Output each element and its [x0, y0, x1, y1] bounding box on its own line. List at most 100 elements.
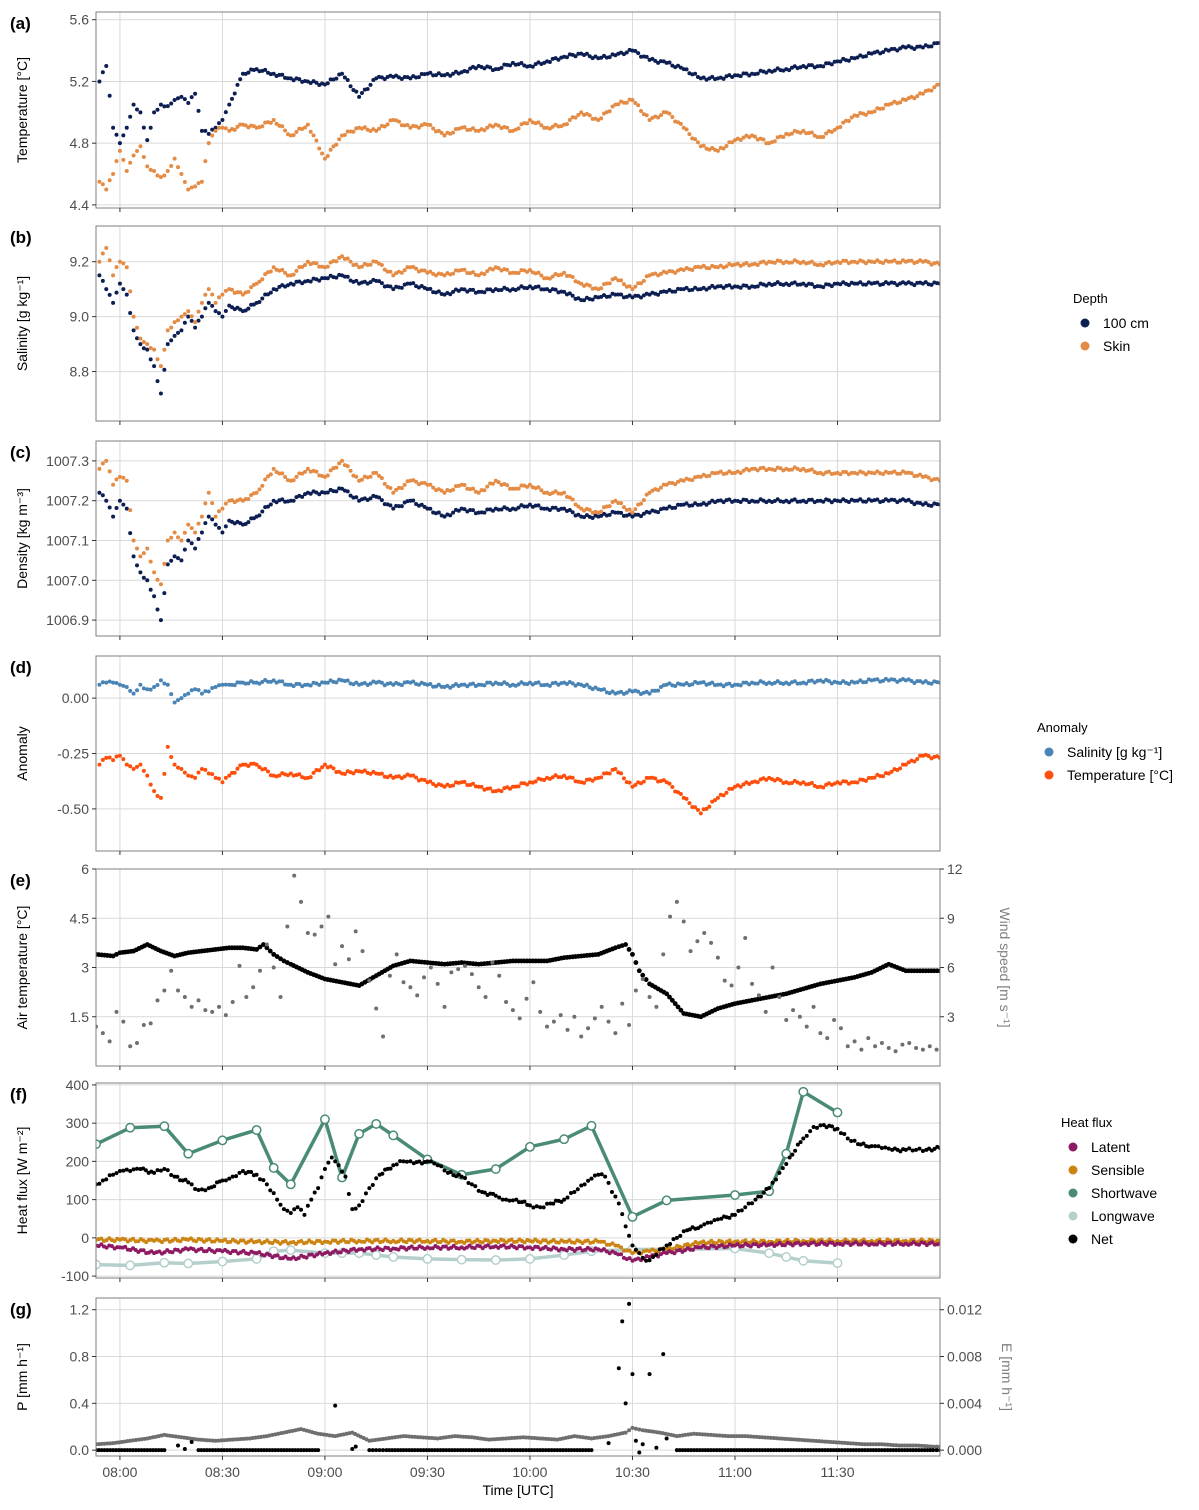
data-point [436, 71, 441, 76]
y-tick-label: 3 [81, 960, 89, 976]
data-point [427, 1448, 432, 1453]
data-point [510, 784, 515, 789]
legend-item[interactable]: Longwave [1068, 1208, 1156, 1224]
data-point [451, 683, 456, 688]
data-point [671, 1237, 676, 1242]
data-point [496, 123, 501, 128]
data-point [433, 73, 438, 78]
data-point [727, 786, 732, 791]
data-point [722, 978, 727, 983]
data-point [473, 1184, 478, 1189]
data-point [492, 1437, 497, 1442]
legend-item[interactable]: Salinity [g kg⁻¹] [1044, 744, 1163, 760]
data-point [664, 506, 669, 511]
data-point [205, 1438, 210, 1443]
data-point [210, 501, 215, 506]
data-point [155, 1168, 160, 1173]
legend-item[interactable]: Shortwave [1068, 1185, 1158, 1201]
legend-item[interactable]: Net [1068, 1231, 1113, 1247]
data-point [254, 490, 259, 495]
data-point [521, 1448, 526, 1453]
data-point [405, 281, 410, 286]
data-point [912, 680, 917, 685]
data-point [538, 1240, 543, 1245]
data-point [801, 128, 806, 133]
data-point [107, 93, 112, 98]
data-point [155, 357, 160, 362]
data-point [203, 767, 208, 772]
data-point [442, 1004, 447, 1009]
data-point [496, 288, 501, 293]
data-point [863, 680, 868, 685]
data-point [510, 486, 515, 491]
data-point [774, 1448, 779, 1453]
legend-item[interactable]: Skin [1080, 338, 1131, 354]
data-point [490, 789, 495, 794]
data-point [267, 1448, 272, 1453]
data-point [542, 490, 547, 495]
data-point [753, 1197, 758, 1202]
data-point [627, 1233, 632, 1238]
data-point [916, 1242, 921, 1247]
legend-item[interactable]: 100 cm [1080, 315, 1149, 331]
series-wind-speed [96, 873, 939, 1054]
data-point [193, 775, 198, 780]
data-point [342, 133, 347, 138]
data-point [293, 1448, 298, 1453]
data-point [486, 1437, 491, 1442]
data-point [490, 960, 495, 965]
y-tick-label: 200 [66, 1153, 90, 1169]
data-point [488, 65, 493, 70]
data-point [111, 125, 116, 130]
data-point [701, 263, 706, 268]
data-point [556, 1240, 561, 1245]
data-point [613, 292, 618, 297]
data-point [172, 320, 177, 325]
data-point [693, 137, 698, 142]
data-point [447, 1448, 452, 1453]
data-point [677, 1448, 682, 1453]
data-point [391, 490, 396, 495]
data-point [621, 513, 626, 518]
data-point [310, 1448, 315, 1453]
data-point [399, 486, 404, 491]
legend-swatch [1080, 341, 1090, 351]
data-point [811, 1240, 816, 1245]
data-point [230, 999, 235, 1004]
data-point [781, 1252, 792, 1262]
data-point [121, 475, 126, 480]
data-point [522, 504, 527, 509]
data-point [589, 1176, 594, 1181]
legend-swatch [1068, 1142, 1078, 1152]
data-point [849, 259, 854, 264]
data-point [803, 1448, 808, 1453]
legend-item[interactable]: Sensible [1068, 1162, 1145, 1178]
legend-item[interactable]: Temperature [°C] [1044, 767, 1173, 783]
data-point [888, 1448, 893, 1453]
data-point [268, 120, 273, 125]
data-point [416, 125, 421, 130]
data-point [610, 1241, 615, 1246]
data-point [620, 1319, 625, 1324]
data-point [148, 687, 153, 692]
data-point [217, 1256, 228, 1267]
data-point [121, 683, 126, 688]
data-point [362, 1239, 367, 1244]
data-point [766, 1448, 771, 1453]
data-point [322, 490, 327, 495]
data-point [639, 501, 644, 506]
data-point [428, 286, 433, 291]
plot-background [96, 1298, 940, 1456]
data-point [128, 114, 133, 119]
data-point [182, 530, 187, 535]
data-point [667, 781, 672, 786]
data-point [345, 489, 350, 494]
data-point [838, 282, 843, 287]
y-axis-title-right: Wind speed [m s⁻¹] [997, 907, 1013, 1027]
data-point [878, 774, 883, 779]
y-tick-label: 8.8 [70, 364, 90, 380]
data-point [817, 1448, 822, 1453]
data-point [291, 498, 296, 503]
legend-item[interactable]: Latent [1068, 1139, 1131, 1155]
